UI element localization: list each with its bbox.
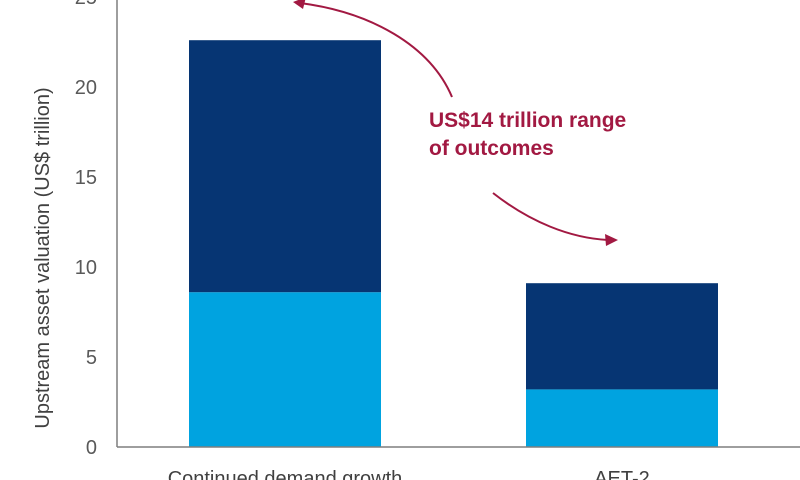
y-tick-label: 10 [75,257,97,279]
arrow-up-left [299,2,453,98]
bar-segment-upper-1 [526,283,718,390]
annotation: US$14 trillion range of outcomes [293,0,626,246]
y-tick-label: 5 [86,347,97,369]
annotation-line1: US$14 trillion range [429,109,626,132]
arrowhead-up-left-icon [293,0,306,9]
category-label: Continued demand growth [168,468,403,480]
bar-segment-lower-0 [189,292,381,447]
y-tick-label: 0 [86,437,97,459]
y-axis-label: Upstream asset valuation (US$ trillion) [32,87,54,428]
y-tick-label: 25 [75,0,97,9]
y-tick-label: 15 [75,167,97,189]
arrowhead-down-right-icon [605,234,618,246]
annotation-line2: of outcomes [429,137,554,160]
y-tick-label: 20 [75,77,97,99]
arrow-down-right [492,192,609,241]
bar-segment-upper-0 [189,40,381,293]
bar-segment-lower-1 [526,389,718,447]
category-label: AET-2 [594,468,650,480]
